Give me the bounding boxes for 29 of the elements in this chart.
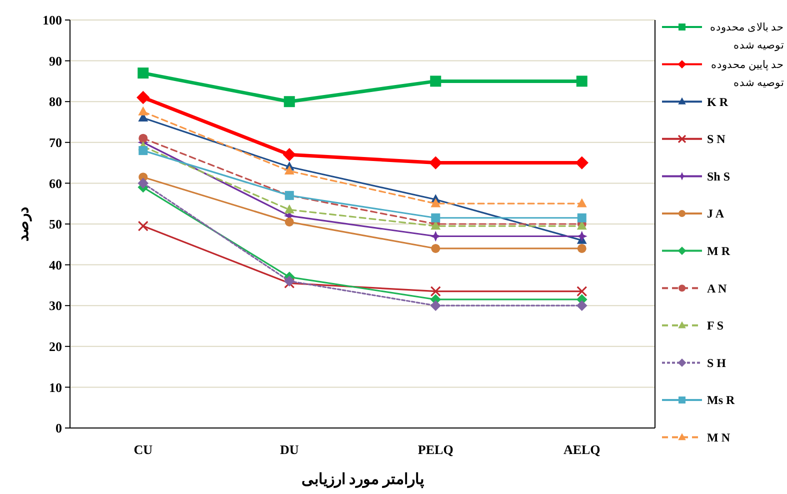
legend-label: K R — [707, 94, 728, 109]
legend-label: S H — [707, 356, 727, 370]
legend-label: Ms R — [707, 393, 735, 408]
y-tick-label: 20 — [49, 338, 62, 354]
y-axis-title: درصد — [16, 206, 32, 242]
y-tick-label: 80 — [49, 94, 62, 110]
legend-label: حد پایین محدوده توصیه شده — [710, 58, 784, 89]
y-tick-label: 40 — [49, 257, 62, 272]
legend-label: M R — [707, 244, 730, 258]
legend-label: حد بالای محدوده توصیه شده — [710, 22, 784, 52]
x-tick-label: CU — [134, 442, 154, 457]
y-tick-label: 30 — [49, 298, 62, 314]
legend-label: J A — [707, 206, 724, 221]
x-axis-title: پارامتر مورد ارزیابی — [301, 472, 424, 489]
y-tick-label: 90 — [49, 53, 62, 68]
legend-label: F S — [707, 318, 724, 333]
x-tick-label: AELQ — [563, 442, 600, 457]
legend-label: A N — [707, 281, 728, 296]
x-tick-label: DU — [280, 442, 300, 457]
legend-label: S N — [707, 132, 726, 146]
y-tick-label: 70 — [49, 134, 62, 150]
x-tick-label: PELQ — [418, 442, 454, 457]
y-tick-label: 100 — [42, 12, 62, 28]
y-tick-label: 50 — [49, 216, 62, 232]
legend-label: M N — [707, 430, 730, 444]
y-tick-label: 10 — [49, 380, 62, 395]
legend-label: Sh S — [707, 169, 730, 184]
y-tick-label: 0 — [56, 420, 62, 436]
y-tick-label: 60 — [49, 176, 62, 191]
